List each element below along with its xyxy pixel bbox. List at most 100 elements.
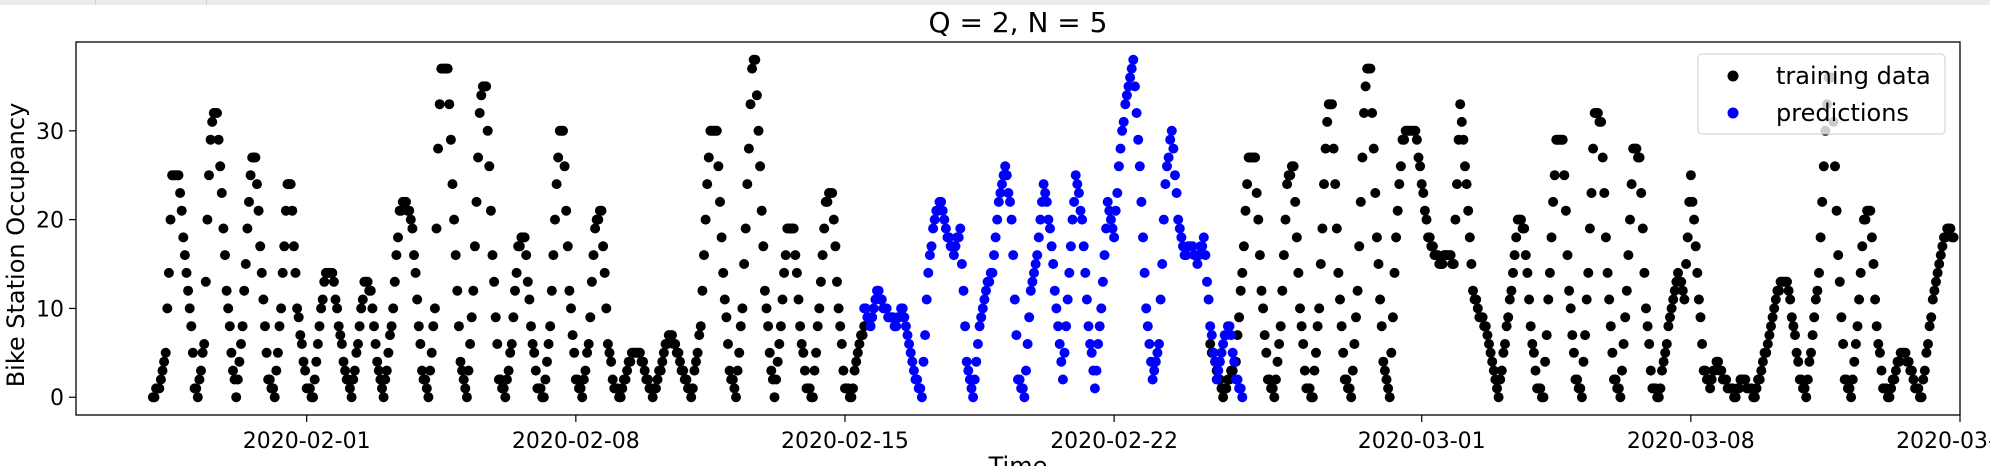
data-point [466,312,477,323]
data-point [1365,63,1376,74]
data-point [1359,108,1369,118]
data-point [1602,267,1613,278]
data-point [716,232,727,243]
data-point [1487,356,1498,367]
data-point [1021,365,1031,376]
data-point [873,285,884,296]
data-point [1347,365,1358,376]
data-point [567,330,578,341]
data-point [1838,339,1849,349]
data-point [1330,179,1341,190]
data-point [780,250,791,261]
data-point [1849,356,1860,367]
data-point [758,241,769,252]
data-point [1038,179,1049,190]
data-point [1376,321,1387,332]
data-point [1506,285,1517,296]
data-point [607,374,618,385]
data-point [1599,188,1610,198]
data-point [759,285,770,296]
data-point [867,312,878,323]
legend-box [1697,53,1946,135]
data-point [593,214,604,225]
data-point [1685,170,1696,181]
data-point [449,214,460,225]
data-point [1278,250,1289,261]
data-point [1681,259,1692,269]
data-point [409,250,419,261]
data-point [1320,143,1331,154]
data-point [912,374,923,385]
data-point [1383,383,1394,394]
data-point [1333,267,1344,278]
data-point [420,374,431,385]
data-point [686,392,697,403]
data-point [1855,267,1866,278]
data-point [1679,294,1690,305]
data-point [154,383,165,394]
data-point [981,285,991,296]
data-point [642,374,653,385]
data-point [972,339,983,349]
data-point [1277,285,1288,296]
data-point [1128,54,1139,65]
data-point [442,63,453,74]
data-point [386,321,397,332]
data-point [658,347,669,358]
data-point [750,54,761,65]
data-point [1331,223,1342,234]
data-point [1921,347,1932,358]
data-point [984,276,995,287]
data-point [763,321,774,332]
data-point [1162,161,1172,172]
data-point [1011,330,1022,341]
data-point [809,365,820,376]
data-point [285,179,296,190]
data-point [1831,205,1842,216]
data-point [1205,321,1216,332]
data-point [1054,339,1065,349]
data-point [1817,196,1828,207]
data-point [1349,339,1360,349]
data-point [1336,321,1347,332]
data-point [1580,330,1591,341]
data-point [1290,196,1301,207]
data-point [1637,223,1648,234]
data-point [545,321,556,332]
data-point [393,232,403,243]
data-point [558,125,568,136]
data-point [1410,125,1421,136]
data-point [453,321,464,332]
data-point [481,81,492,92]
data-point [389,276,400,287]
data-point [1850,339,1861,349]
data-point [417,365,427,376]
data-point [474,108,485,118]
data-point [1807,330,1818,341]
data-point [288,241,299,252]
data-point [1083,321,1094,332]
data-point [1868,259,1879,269]
data-point [1458,134,1469,145]
data-point [505,347,516,358]
data-point [1113,161,1124,172]
data-point [1530,365,1541,376]
data-point [1713,356,1724,367]
data-point [272,347,283,358]
data-point [1344,383,1355,394]
data-point [1346,392,1357,403]
data-point [1418,188,1429,198]
data-point [620,374,631,385]
data-point [1141,303,1152,314]
data-point [719,294,730,305]
data-point [290,267,301,278]
data-point [445,134,456,145]
data-point [1126,63,1137,74]
toolbar-segment [96,0,207,5]
y-tick-label: 0 [50,386,64,411]
x-tick-label: 2020-03-15 [1896,429,1990,454]
data-point [353,339,363,349]
data-point [590,223,601,234]
data-point [732,365,743,376]
data-point [1666,303,1677,314]
